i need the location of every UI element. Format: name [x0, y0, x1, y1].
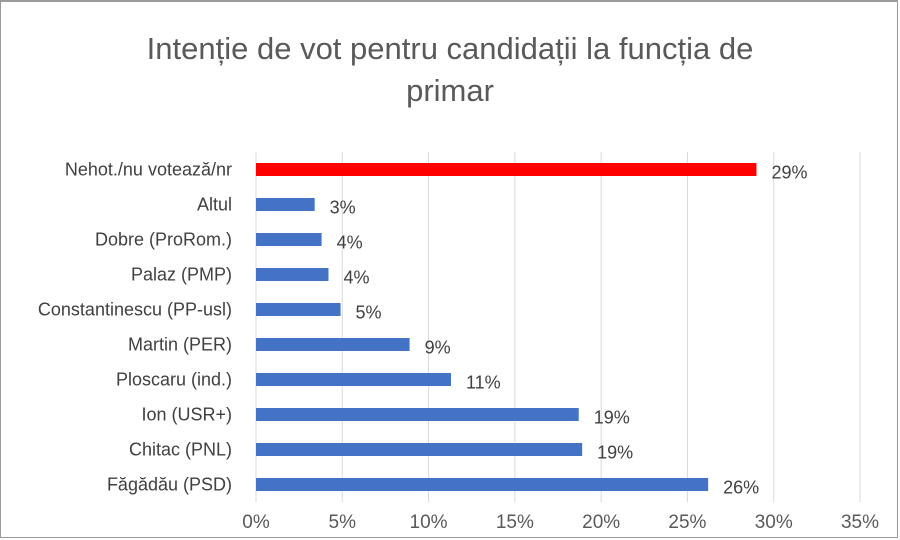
- bar: [256, 408, 579, 421]
- x-tick-label: 25%: [668, 512, 706, 533]
- category-label: Martin (PER): [128, 335, 232, 355]
- category-label: Ion (USR+): [141, 405, 232, 425]
- data-label: 9%: [425, 338, 451, 358]
- bar: [256, 163, 757, 176]
- bar: [256, 198, 315, 211]
- x-tick-label: 35%: [841, 512, 879, 533]
- data-label: 5%: [356, 303, 382, 323]
- x-tick-label: 20%: [582, 512, 620, 533]
- data-label: 19%: [597, 443, 633, 463]
- x-tick-label: 15%: [496, 512, 534, 533]
- category-label: Nehot./nu votează/nr: [65, 160, 232, 180]
- data-label: 4%: [337, 233, 363, 253]
- chart-title: Intenție de vot pentru candidații la fun…: [146, 31, 754, 108]
- category-label: Chitac (PNL): [129, 440, 232, 460]
- x-tick-label: 10%: [410, 512, 448, 533]
- bar: [256, 443, 583, 456]
- bar: [256, 268, 329, 281]
- category-label: Constantinescu (PP-usl): [38, 300, 232, 320]
- category-label: Dobre (ProRom.): [95, 230, 232, 250]
- bar: [256, 478, 709, 491]
- bar: [256, 303, 341, 316]
- bar: [256, 373, 452, 386]
- data-label: 11%: [466, 373, 501, 393]
- data-label: 26%: [723, 478, 759, 498]
- category-label: Palaz (PMP): [131, 265, 232, 285]
- category-label: Ploscaru (ind.): [116, 370, 232, 390]
- category-label: Altul: [197, 195, 232, 215]
- data-label: 19%: [594, 408, 630, 428]
- data-label: 29%: [771, 163, 807, 183]
- data-label: 4%: [343, 268, 369, 288]
- x-tick-label: 0%: [242, 512, 270, 533]
- bar: [256, 233, 322, 246]
- x-tick-label: 5%: [329, 512, 357, 533]
- data-label: 3%: [330, 198, 356, 218]
- category-label: Făgădău (PSD): [107, 475, 232, 495]
- bar: [256, 338, 410, 351]
- x-tick-label: 30%: [755, 512, 793, 533]
